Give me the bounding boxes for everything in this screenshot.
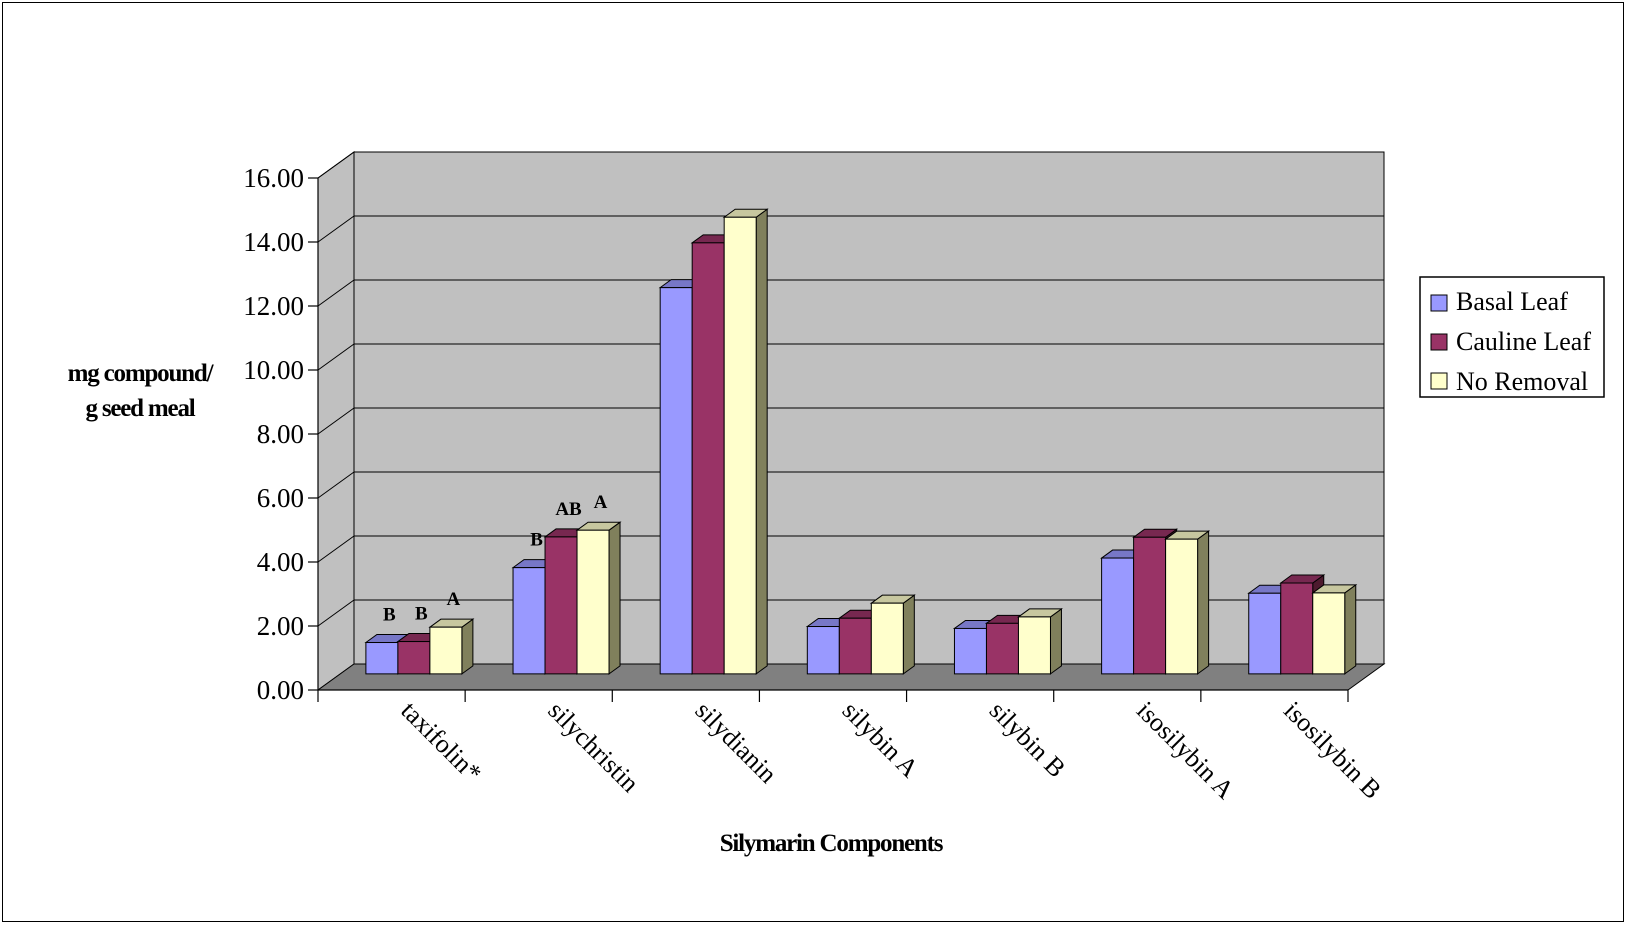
y-tick-label: 16.00 bbox=[243, 163, 304, 193]
bar-no-removal-silychristin bbox=[576, 529, 610, 675]
legend-swatch-basal-leaf bbox=[1430, 294, 1448, 312]
gridline-side bbox=[317, 343, 355, 371]
legend-label-basal-leaf: Basal Leaf bbox=[1456, 287, 1568, 316]
x-axis-title: Silymarin Components bbox=[720, 830, 944, 857]
bar-series bbox=[364, 208, 1358, 675]
x-category-label-isosilybin-b: isosilybin B bbox=[1278, 696, 1387, 805]
y-tick-label: 8.00 bbox=[257, 419, 304, 449]
gridline-side bbox=[317, 215, 355, 243]
y-axis-title-line-2: g seed meal bbox=[86, 395, 196, 422]
sig-label-basal-leaf-silychristin: B bbox=[530, 530, 543, 551]
legend-box bbox=[1419, 276, 1605, 398]
y-axis-title-line-1: mg compound/ bbox=[68, 360, 215, 387]
x-category-label-silybin-a: silybin A bbox=[837, 696, 925, 784]
bar-no-removal-isosilybin-b bbox=[1312, 592, 1346, 675]
bar-no-removal-silybin-a bbox=[870, 602, 904, 675]
sig-label-cauline-leaf-taxifolin: B bbox=[415, 604, 428, 625]
bar-basal-leaf-isosilybin-b bbox=[1248, 592, 1282, 675]
plot-walls bbox=[316, 151, 1386, 691]
bar-cauline-leaf-silybin-a bbox=[838, 617, 872, 675]
bar-no-removal-taxifolin-side bbox=[461, 618, 474, 675]
axes bbox=[308, 177, 1349, 702]
bar-no-removal-silybin-b bbox=[1017, 616, 1051, 675]
bar-no-removal-isosilybin-a-side bbox=[1197, 530, 1210, 675]
bar-cauline-leaf-isosilybin-a bbox=[1133, 536, 1167, 675]
bar-cauline-leaf-silybin-b bbox=[985, 622, 1019, 675]
bar-cauline-leaf-isosilybin-b bbox=[1280, 582, 1314, 675]
bar-basal-leaf-silybin-b bbox=[953, 627, 987, 675]
bar-cauline-leaf-silydianin bbox=[691, 242, 725, 675]
bar-basal-leaf-silychristin bbox=[512, 567, 546, 675]
legend-label-no-removal: No Removal bbox=[1456, 367, 1588, 396]
sig-label-no-removal-taxifolin: A bbox=[447, 589, 461, 610]
gridlines bbox=[317, 151, 1384, 627]
bar-cauline-leaf-taxifolin bbox=[397, 641, 431, 675]
legend: Basal Leaf Cauline Leaf No Removal bbox=[1419, 276, 1605, 398]
gridline-side bbox=[317, 151, 355, 179]
bar-basal-leaf-isosilybin-a bbox=[1101, 557, 1135, 675]
bar-no-removal-silychristin-side bbox=[608, 521, 621, 675]
bar-no-removal-taxifolin bbox=[429, 626, 463, 675]
x-category-labels: taxifolin* silychristin silydianin silybin … bbox=[395, 696, 1387, 805]
legend-swatch-cauline-leaf bbox=[1430, 333, 1448, 351]
bar-no-removal-silybin-a-side bbox=[902, 594, 915, 675]
y-tick-label: 4.00 bbox=[257, 547, 304, 577]
y-tick-label: 0.00 bbox=[257, 675, 304, 705]
y-tick-label: 6.00 bbox=[257, 483, 304, 513]
bar-no-removal-isosilybin-a bbox=[1165, 538, 1199, 675]
bar-no-removal-silydianin bbox=[723, 216, 757, 675]
bar-basal-leaf-silydianin bbox=[659, 287, 693, 675]
x-category-label-taxifolin: taxifolin* bbox=[395, 696, 487, 788]
bar-basal-leaf-taxifolin bbox=[365, 642, 399, 675]
y-tick-label: 14.00 bbox=[243, 227, 304, 257]
y-tick-labels: 0.00 2.00 4.00 6.00 8.00 10.00 12.00 14.00 16.00 bbox=[243, 163, 304, 705]
bar-no-removal-isosilybin-b-side bbox=[1344, 583, 1357, 675]
x-category-label-silydianin: silydianin bbox=[690, 696, 783, 789]
bar-basal-leaf-silybin-a bbox=[806, 626, 840, 675]
gridline-side bbox=[317, 471, 355, 499]
x-category-label-isosilybin-a: isosilybin A bbox=[1131, 696, 1240, 805]
bar-no-removal-silydianin-side bbox=[755, 208, 768, 675]
bar-cauline-leaf-silychristin bbox=[544, 536, 578, 675]
gridline-side bbox=[317, 599, 355, 627]
gridline-side bbox=[317, 407, 355, 435]
gridline-side bbox=[317, 535, 355, 563]
sig-label-basal-leaf-taxifolin: B bbox=[383, 605, 396, 626]
sig-label-cauline-leaf-silychristin: AB bbox=[555, 499, 582, 520]
x-category-label-silychristin: silychristin bbox=[542, 696, 644, 798]
legend-swatch-no-removal bbox=[1430, 372, 1448, 390]
x-category-label-silybin-b: silybin B bbox=[984, 696, 1071, 783]
gridline-side bbox=[317, 279, 355, 307]
y-tick-label: 2.00 bbox=[257, 611, 304, 641]
sig-label-no-removal-silychristin: A bbox=[594, 492, 608, 513]
legend-label-cauline-leaf: Cauline Leaf bbox=[1456, 327, 1591, 356]
y-tick-label: 10.00 bbox=[243, 355, 304, 385]
y-tick-label: 12.00 bbox=[243, 291, 304, 321]
bar-no-removal-silybin-b-side bbox=[1049, 607, 1062, 675]
